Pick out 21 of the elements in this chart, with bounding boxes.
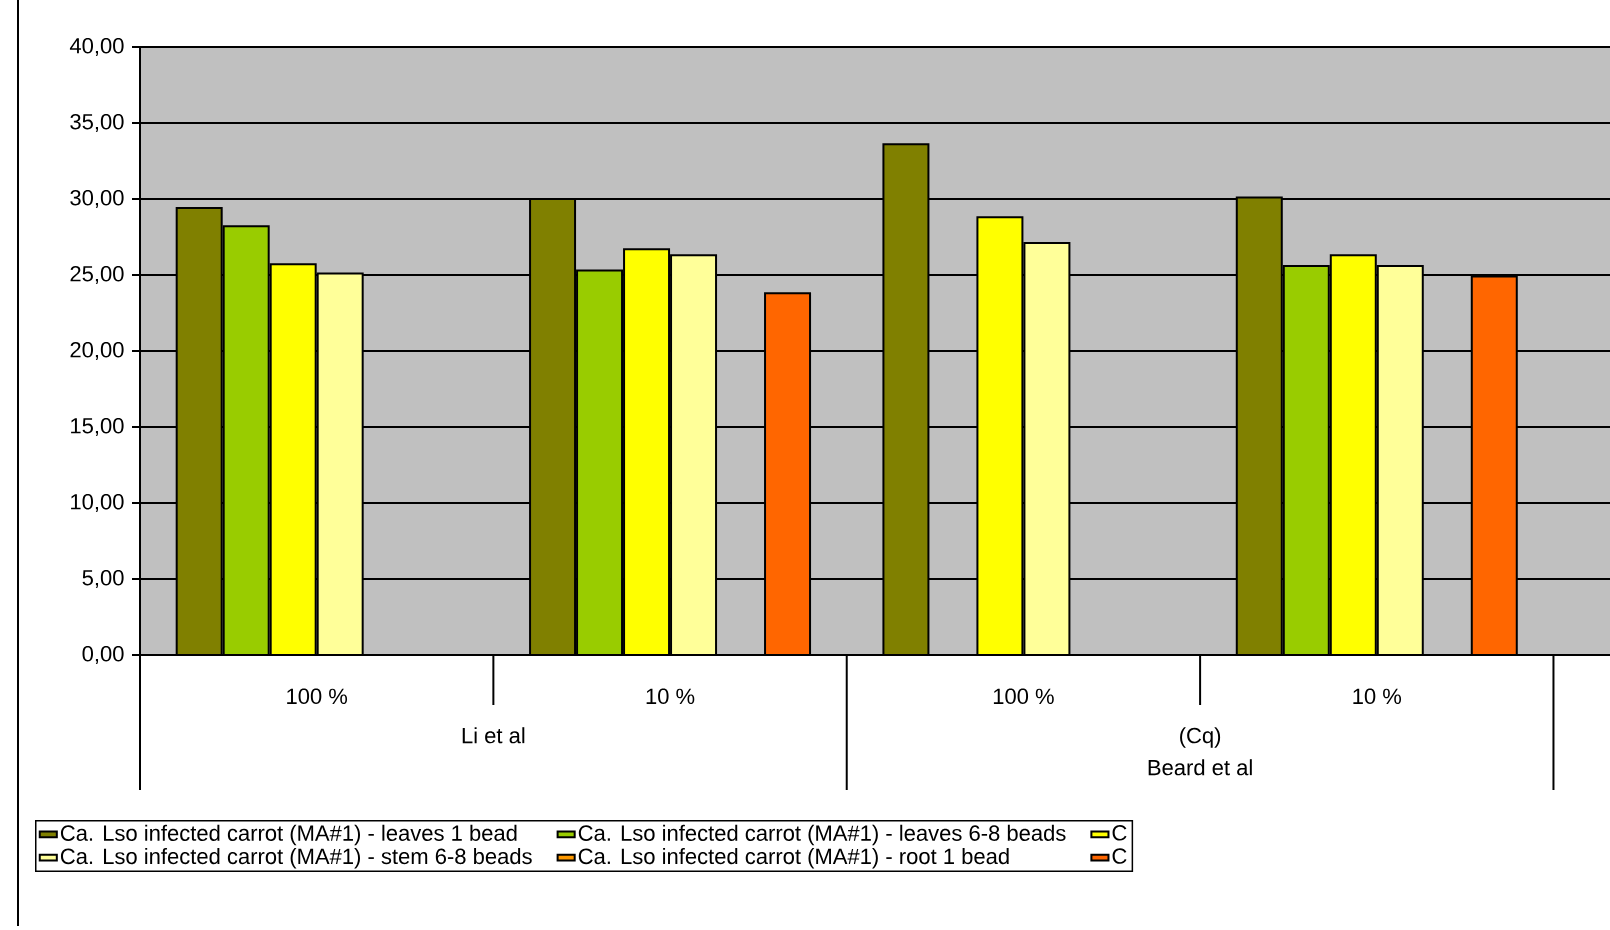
x-tick-label: 10 % (646, 688, 695, 705)
y-tick-label: 20,00 (70, 341, 124, 361)
y-tick-label: 10,00 (71, 493, 124, 513)
text: (Cq) Beard et al (1148, 727, 1252, 776)
y-tick-label: 35,00 (70, 113, 124, 133)
legend-label: Ca. Lso infected carrot (MA#1) - root 1 bead (578, 847, 1009, 869)
x-tick-label: 100 % (993, 688, 1054, 705)
y-tick-label: 5,00 (82, 569, 124, 589)
legend-label: Ca. Lso infected carrot (MA#1) - leaves 6-8 beads (578, 824, 1066, 846)
x-tick-label: 10 % (1353, 688, 1402, 705)
y-tick-label: 0,00 (82, 645, 124, 665)
y-tick-label: 40,00 (69, 37, 124, 57)
legend-label: C (1112, 848, 1127, 864)
text: Li et al (462, 727, 525, 744)
y-tick-label: 30,00 (70, 189, 124, 209)
legend-label: Ca. Lso infected carrot (MA#1) - leaves 1 bead (60, 824, 517, 846)
y-tick-label: 25,00 (70, 265, 124, 285)
legend-label: C (1112, 825, 1127, 841)
y-tick-label: 15,00 (71, 417, 124, 437)
legend-label: Ca. Lso infected carrot (MA#1) - stem 6-8 beads (60, 847, 532, 869)
x-tick-label: 100 % (287, 688, 348, 705)
